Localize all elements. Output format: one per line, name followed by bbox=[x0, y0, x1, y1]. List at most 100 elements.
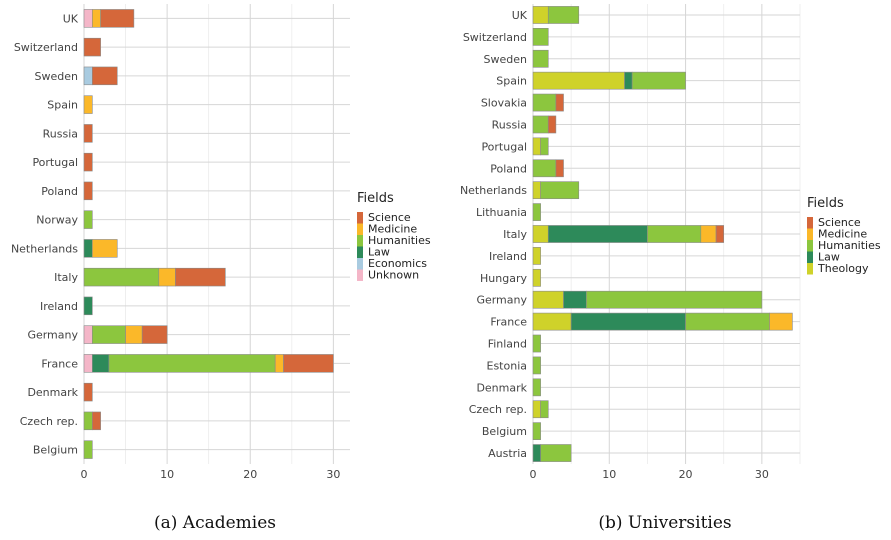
academies-bar-italy-science bbox=[175, 267, 226, 287]
academies-bar-uk-medicine bbox=[92, 9, 101, 28]
academies-bar-uk-unknown bbox=[83, 9, 93, 28]
academies-legend-title: Fields bbox=[357, 191, 394, 206]
academies-chart-svg: UK Switzerland Sweden Spain Russia Portugal Po… bbox=[11, 4, 431, 481]
academies-legend-key-medicine bbox=[357, 223, 363, 235]
universities-bar-italy-theology bbox=[532, 225, 549, 243]
universities-legend-key-law bbox=[807, 251, 813, 263]
universities-bar-germany-law bbox=[563, 290, 587, 309]
universities-category-label-portugal: Portugal bbox=[481, 140, 527, 153]
academies-category-label-france: France bbox=[41, 357, 78, 370]
universities-bar-germany-humanities bbox=[586, 290, 763, 309]
universities-category-label-sweden: Sweden bbox=[484, 53, 527, 66]
universities-bar-russia-science bbox=[547, 115, 557, 134]
universities-bar-france-law bbox=[570, 312, 686, 331]
academies-legend-key-humanities bbox=[357, 235, 363, 247]
academies-bar-norway-humanities bbox=[83, 210, 93, 229]
universities-bar-portugal-theology bbox=[532, 137, 541, 156]
academies-category-label-norway: Norway bbox=[36, 214, 78, 227]
academies-caption: (a) Academies bbox=[153, 513, 277, 533]
academies-x-tick-label: 20 bbox=[243, 468, 257, 481]
academies-category-label-germany: Germany bbox=[27, 329, 78, 342]
academies-plot-area bbox=[84, 4, 350, 464]
universities-category-label-finland: Finland bbox=[488, 338, 527, 351]
universities-category-label-italy: Italy bbox=[503, 228, 527, 241]
academies-bar-belgium-humanities bbox=[83, 440, 93, 459]
academies-legend: ScienceMedicineHumanitiesLawEconomicsUnk… bbox=[357, 211, 431, 282]
academies-bar-russia-science bbox=[83, 124, 93, 143]
universities-bar-hungary-theology bbox=[532, 268, 541, 287]
academies-bar-france-medicine bbox=[274, 354, 284, 373]
academies-category-label-spain: Spain bbox=[47, 99, 78, 112]
academies-category-label-belgium: Belgium bbox=[33, 444, 78, 457]
universities-bar-spain-law bbox=[624, 71, 633, 90]
universities-category-label-slovakia: Slovakia bbox=[481, 97, 527, 110]
universities-bar-spain-humanities bbox=[631, 71, 686, 90]
academies-bar-sweden-economics bbox=[83, 66, 93, 86]
universities-category-label-denmark: Denmark bbox=[476, 381, 527, 394]
universities-legend-key-science bbox=[807, 217, 813, 229]
academies-bar-germany-humanities bbox=[92, 325, 126, 344]
universities-x-tick-label: 10 bbox=[602, 468, 616, 481]
academies-bar-france-unknown bbox=[83, 354, 93, 373]
universities-category-label-poland: Poland bbox=[490, 162, 527, 175]
academies-bar-spain-medicine bbox=[83, 95, 93, 114]
academies-bar-germany-science bbox=[141, 325, 168, 344]
academies-bar-germany-medicine bbox=[125, 325, 143, 344]
academies-bar-czech-rep-humanities bbox=[83, 411, 93, 431]
universities-chart-svg: UK Switzerland Sweden Spain Slovakia Russia Po… bbox=[460, 4, 881, 481]
universities-x-tick-label: 30 bbox=[755, 468, 769, 481]
universities-bar-sweden-humanities bbox=[532, 49, 549, 68]
academies-bar-germany-unknown bbox=[83, 325, 93, 344]
universities-legend-label-science: Science bbox=[818, 216, 861, 229]
academies-bar-switzerland-science bbox=[83, 37, 101, 57]
universities-legend-label-humanities: Humanities bbox=[818, 239, 881, 252]
universities-bar-ireland-theology bbox=[532, 247, 541, 265]
academies-category-label-ireland: Ireland bbox=[40, 300, 78, 313]
academies-legend-label-economics: Economics bbox=[368, 257, 427, 270]
academies-bar-czech-rep-science bbox=[92, 411, 101, 431]
academies-bar-france-science bbox=[283, 354, 334, 373]
universities-category-label-belgium: Belgium bbox=[482, 425, 527, 438]
academies-category-label-switzerland: Switzerland bbox=[14, 41, 78, 54]
academies-bar-netherlands-law bbox=[83, 239, 93, 258]
universities-bar-switzerland-humanities bbox=[532, 28, 549, 46]
universities-bar-italy-science bbox=[715, 225, 725, 243]
academies-bar-poland-science bbox=[83, 181, 93, 201]
universities-category-label-czech-rep: Czech rep. bbox=[469, 403, 527, 416]
universities-legend-label-medicine: Medicine bbox=[818, 228, 867, 241]
academies-bar-denmark-science bbox=[83, 382, 93, 402]
academies-bar-ireland-law bbox=[83, 296, 93, 316]
universities-category-label-ireland: Ireland bbox=[489, 250, 527, 263]
universities-legend-title: Fields bbox=[807, 196, 844, 211]
academies-category-label-netherlands: Netherlands bbox=[11, 242, 78, 255]
universities-legend-label-theology: Theology bbox=[817, 262, 869, 275]
academies-legend-label-humanities: Humanities bbox=[368, 234, 431, 247]
universities-bar-netherlands-humanities bbox=[540, 181, 580, 200]
universities-bar-netherlands-theology bbox=[532, 181, 541, 200]
universities-bar-czech-rep-humanities bbox=[540, 400, 549, 419]
universities-x-tick-label: 20 bbox=[679, 468, 693, 481]
universities-bar-estonia-humanities bbox=[532, 356, 541, 375]
universities-bar-poland-humanities bbox=[532, 159, 557, 178]
universities-bar-austria-law bbox=[532, 444, 541, 462]
universities-bar-finland-humanities bbox=[532, 334, 541, 353]
universities-legend-key-humanities bbox=[807, 240, 813, 252]
universities-bar-italy-medicine bbox=[700, 225, 717, 243]
universities-bar-czech-rep-theology bbox=[532, 400, 541, 419]
academies-x-tick-label: 0 bbox=[81, 468, 88, 481]
academies-category-label-portugal: Portugal bbox=[32, 156, 78, 169]
universities-category-label-uk: UK bbox=[512, 9, 528, 22]
academies-legend-key-unknown bbox=[357, 269, 363, 281]
universities-bar-germany-theology bbox=[532, 290, 564, 309]
academies-bar-france-humanities bbox=[108, 354, 276, 373]
academies-legend-key-law bbox=[357, 246, 363, 258]
universities-bar-uk-humanities bbox=[547, 6, 580, 24]
universities-caption: (b) Universities bbox=[598, 513, 732, 533]
academies-legend-key-science bbox=[357, 212, 363, 224]
universities-bar-russia-humanities bbox=[532, 115, 549, 134]
universities-category-label-estonia: Estonia bbox=[487, 359, 528, 372]
universities-category-label-spain: Spain bbox=[496, 75, 527, 88]
universities-legend-label-law: Law bbox=[818, 251, 840, 264]
academies-legend-label-unknown: Unknown bbox=[368, 269, 419, 282]
